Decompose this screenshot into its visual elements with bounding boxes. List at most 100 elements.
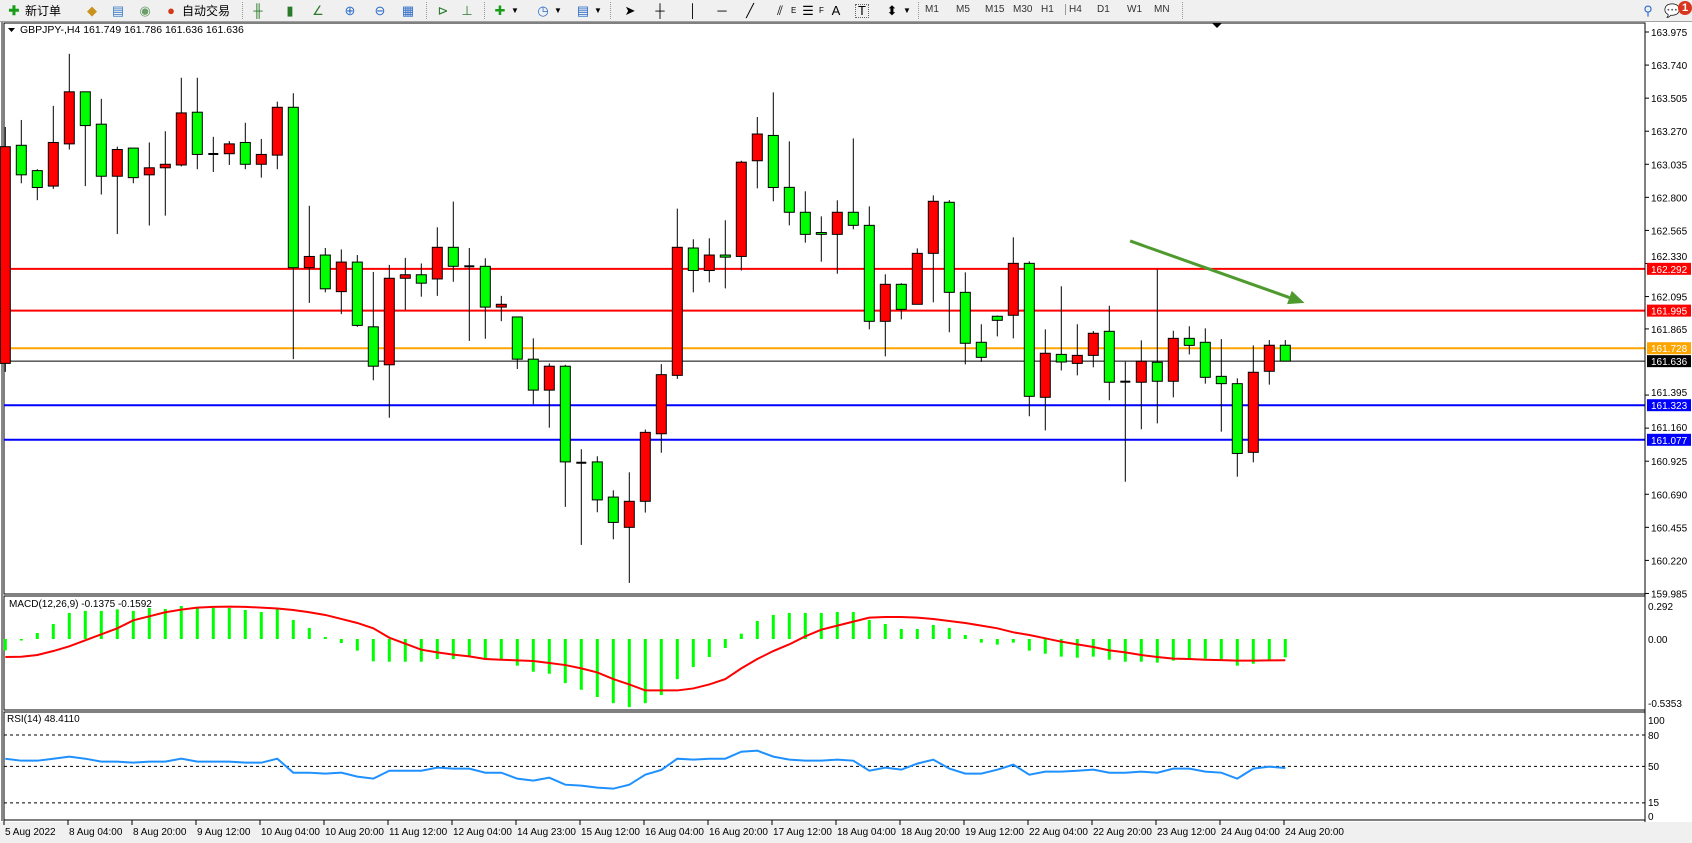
timeframe-mn[interactable]: MN — [1154, 4, 1170, 15]
timeframe-h4[interactable]: H4 — [1065, 4, 1082, 15]
candle[interactable] — [1247, 345, 1259, 463]
trend-arrow[interactable] — [1129, 239, 1305, 305]
header-collapse-icon[interactable] — [8, 28, 15, 32]
timeframe-m30[interactable]: M30 — [1013, 4, 1033, 15]
candle[interactable] — [303, 205, 315, 303]
candle[interactable] — [751, 116, 763, 189]
text-button[interactable]: A — [828, 1, 844, 20]
arrows-button[interactable]: ⬍ ▼ — [884, 1, 911, 20]
candle[interactable] — [367, 271, 379, 381]
candle[interactable] — [719, 220, 731, 289]
candle[interactable] — [1039, 329, 1051, 431]
timeframe-m1[interactable]: M1 — [925, 4, 939, 15]
candle[interactable] — [255, 138, 267, 178]
candle[interactable] — [591, 456, 603, 513]
candle[interactable] — [319, 248, 331, 293]
candle[interactable] — [399, 257, 411, 310]
timeframe-m5[interactable]: M5 — [956, 4, 970, 15]
candle[interactable] — [911, 248, 923, 305]
candle[interactable] — [287, 93, 299, 360]
trendline-button[interactable]: ╱ — [742, 1, 758, 20]
macd-pane[interactable] — [3, 605, 1287, 708]
candle[interactable] — [975, 324, 987, 362]
candle[interactable] — [208, 136, 219, 173]
candle[interactable] — [1279, 340, 1291, 362]
candle[interactable] — [767, 92, 779, 202]
candlestick-button[interactable]: ▮ — [282, 1, 298, 20]
candle[interactable] — [991, 315, 1003, 337]
rsi-pane[interactable] — [4, 734, 1645, 804]
zoom-in-button[interactable]: ⊕ — [342, 1, 358, 20]
candle[interactable] — [1183, 326, 1195, 355]
candle[interactable] — [879, 274, 891, 357]
signals-button[interactable]: ◉ — [137, 1, 153, 20]
candle[interactable] — [175, 77, 187, 167]
candle[interactable] — [479, 258, 491, 339]
new-order-button[interactable]: ✚ 新订单 — [6, 1, 61, 20]
fibo-channel-button[interactable]: ⫽ E — [772, 1, 796, 20]
zoom-out-button[interactable]: ⊖ — [372, 1, 388, 20]
candle[interactable] — [639, 429, 651, 513]
candle[interactable] — [1055, 286, 1067, 371]
candle[interactable] — [127, 147, 139, 184]
chart-shift-marker-icon[interactable] — [1212, 23, 1222, 28]
indicators-button[interactable]: ✚ ▼ — [492, 1, 519, 20]
auto-trading-button[interactable]: ● 自动交易 — [163, 1, 230, 20]
candle[interactable] — [576, 449, 587, 545]
candle[interactable] — [1263, 340, 1275, 385]
candle[interactable] — [63, 53, 75, 150]
candle[interactable] — [447, 201, 459, 282]
candle[interactable] — [671, 208, 683, 379]
candle[interactable] — [1023, 261, 1035, 417]
candle[interactable] — [943, 200, 955, 333]
candle[interactable] — [111, 146, 123, 234]
candle[interactable] — [687, 239, 699, 293]
candle[interactable] — [783, 141, 795, 226]
candle[interactable] — [143, 142, 155, 226]
templates-button[interactable]: ▤ ▼ — [576, 2, 602, 18]
candle[interactable] — [31, 169, 43, 201]
candle[interactable] — [831, 200, 843, 274]
timeframe-h1[interactable]: H1 — [1041, 4, 1054, 15]
auto-scroll-button[interactable]: ⊳ — [435, 1, 451, 20]
candle[interactable] — [703, 238, 715, 283]
fibo-retracement-button[interactable]: ☰ F — [800, 1, 824, 20]
candle[interactable] — [335, 249, 347, 315]
candle[interactable] — [847, 138, 859, 230]
candle[interactable] — [1007, 237, 1019, 339]
candle[interactable] — [607, 490, 619, 540]
candle[interactable] — [1231, 378, 1243, 477]
timeframe-m15[interactable]: M15 — [985, 4, 1005, 15]
candle[interactable] — [464, 248, 475, 341]
candle[interactable] — [0, 126, 11, 372]
candle[interactable] — [623, 472, 635, 583]
candle[interactable] — [1135, 340, 1147, 430]
line-chart-button[interactable]: ∠ — [310, 1, 326, 20]
notification-button[interactable]: 💬 — [1664, 1, 1680, 20]
candle[interactable] — [431, 227, 443, 296]
candle[interactable] — [1120, 361, 1131, 482]
candle[interactable] — [655, 364, 667, 453]
candle[interactable] — [1087, 331, 1099, 368]
candle[interactable] — [735, 160, 747, 271]
timeframe-w1[interactable]: W1 — [1127, 4, 1142, 15]
candle[interactable] — [351, 255, 363, 327]
candle[interactable] — [239, 122, 251, 170]
candle[interactable] — [799, 191, 811, 243]
tile-windows-button[interactable]: ▦ — [400, 1, 416, 20]
vertical-line-button[interactable]: │ — [685, 1, 701, 20]
horizontal-line-button[interactable]: ─ — [714, 1, 730, 20]
candle[interactable] — [959, 272, 971, 365]
candle[interactable] — [1215, 339, 1227, 432]
candle[interactable] — [383, 264, 395, 418]
candle[interactable] — [527, 338, 539, 405]
chart-shift-button[interactable]: ⊥ — [459, 1, 475, 20]
cursor-button[interactable]: ➤ — [622, 1, 638, 20]
candle[interactable] — [863, 206, 875, 330]
search-button[interactable]: ⚲ — [1640, 1, 1656, 20]
periods-button[interactable]: ◷ ▼ — [535, 1, 562, 20]
folder-button[interactable]: ◆ — [84, 1, 100, 20]
candle[interactable] — [223, 141, 235, 165]
crosshair-button[interactable]: ┼ — [652, 1, 668, 20]
bar-chart-button[interactable]: ╫ — [250, 1, 266, 20]
